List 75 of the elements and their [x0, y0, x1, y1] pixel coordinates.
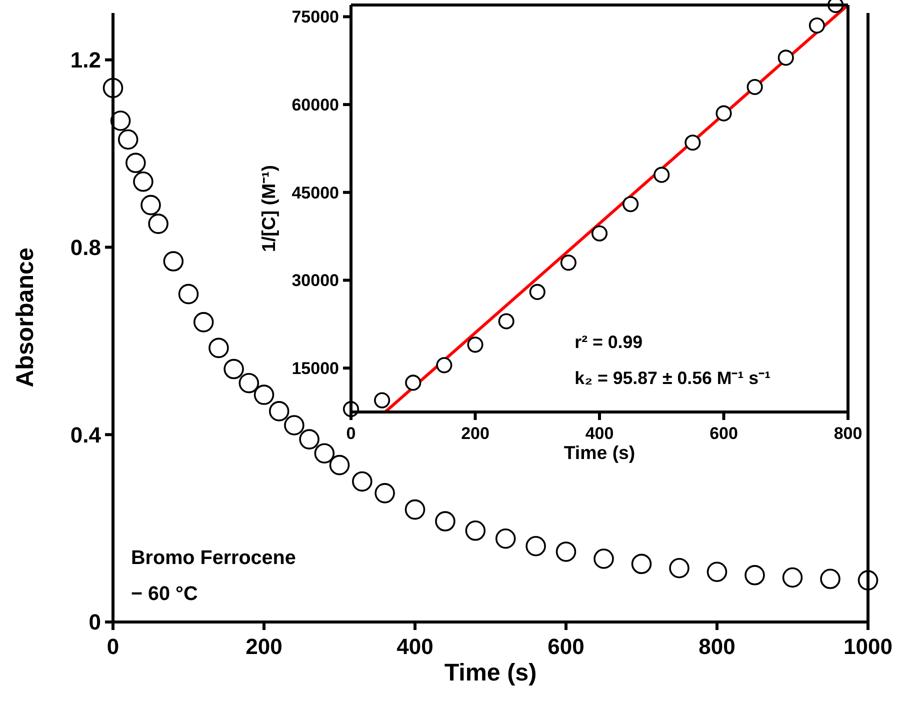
- y-axis-title: Absorbance: [12, 248, 39, 388]
- point: [405, 374, 422, 391]
- annotation: k₂ = 95.87 ± 0.56 M⁻¹ s⁻¹: [574, 368, 771, 388]
- point: [560, 254, 576, 271]
- point: [746, 78, 763, 96]
- y-tick-label: 60000: [292, 96, 339, 115]
- point: [820, 568, 840, 590]
- point: [208, 338, 229, 358]
- x-tick-label: 800: [834, 424, 862, 443]
- annotation: r² = 0.99: [574, 332, 643, 352]
- point: [178, 284, 199, 304]
- point: [529, 284, 546, 300]
- point: [374, 483, 395, 504]
- point: [238, 372, 260, 394]
- x-axis-title: Time (s): [444, 660, 537, 687]
- point: [669, 558, 690, 578]
- y-tick-label: 75000: [292, 8, 339, 27]
- point: [495, 528, 516, 549]
- point: [631, 554, 652, 574]
- point: [808, 17, 825, 34]
- point: [684, 134, 701, 151]
- point: [268, 401, 290, 422]
- x-tick-label: 400: [585, 424, 614, 443]
- point: [193, 312, 214, 332]
- point: [352, 471, 372, 492]
- y-tick-label: 0: [88, 610, 101, 635]
- point: [591, 225, 608, 242]
- point: [329, 454, 350, 476]
- point: [498, 313, 514, 330]
- point: [465, 520, 486, 541]
- point: [148, 214, 168, 234]
- x-tick-label: 600: [710, 424, 738, 443]
- x-tick-label: 200: [246, 634, 282, 659]
- point: [126, 152, 146, 174]
- point: [594, 548, 614, 569]
- point: [163, 251, 184, 272]
- point: [436, 357, 452, 374]
- x-axis-title: Time (s): [564, 442, 636, 464]
- y-tick-label: 30000: [292, 271, 339, 290]
- x-tick-label: 400: [396, 634, 434, 659]
- point: [716, 105, 732, 122]
- x-tick-label: 200: [461, 424, 490, 443]
- point: [299, 429, 320, 450]
- point: [224, 358, 244, 380]
- annotation: − 60 °C: [131, 583, 198, 605]
- y-tick-label: 0.8: [70, 234, 101, 260]
- y-tick-label: 45000: [292, 183, 339, 202]
- point: [254, 384, 274, 405]
- y-tick-label: 0.4: [70, 422, 102, 448]
- point: [654, 166, 670, 183]
- point: [133, 172, 154, 192]
- point: [435, 511, 456, 532]
- point: [314, 443, 335, 464]
- annotation: Bromo Ferrocene: [131, 547, 296, 569]
- x-tick-label: 0: [346, 424, 356, 443]
- x-tick-label: 0: [106, 634, 120, 659]
- point: [118, 129, 138, 150]
- point: [284, 415, 304, 436]
- point: [556, 542, 576, 562]
- point: [404, 499, 426, 520]
- point: [467, 336, 484, 353]
- y-tick-label: 1.2: [70, 48, 101, 73]
- x-tick-label: 800: [698, 634, 736, 659]
- point: [622, 196, 639, 212]
- point: [374, 392, 390, 408]
- point: [744, 565, 765, 586]
- point: [140, 194, 161, 216]
- point: [782, 567, 803, 588]
- y-tick-label: 15000: [292, 359, 339, 378]
- point: [778, 50, 794, 66]
- y-axis-title: 1/[C] (M⁻¹): [258, 165, 279, 252]
- point: [526, 536, 546, 556]
- x-tick-label: 600: [548, 634, 584, 659]
- x-tick-label: 1000: [844, 634, 892, 659]
- point: [706, 562, 728, 582]
